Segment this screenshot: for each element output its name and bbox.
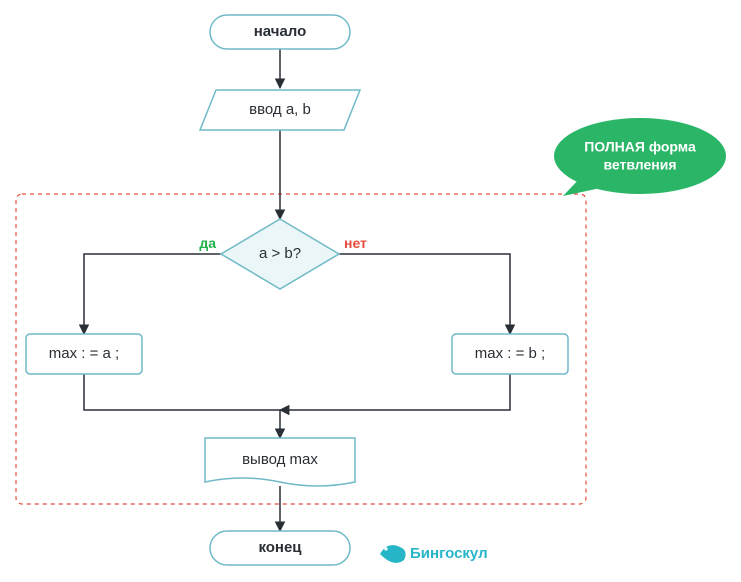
edge-right-merge (280, 374, 510, 410)
branch-label-no: нет (344, 235, 367, 251)
logo-icon (380, 545, 406, 563)
logo: Бингоскул (380, 545, 488, 563)
logo-text: Бингоскул (410, 545, 488, 562)
edge-left-merge (84, 374, 280, 410)
node-end: конец (210, 531, 350, 565)
node-output: вывод max (205, 438, 355, 486)
callout-line1: ПОЛНАЯ форма (584, 139, 696, 155)
node-output-label: вывод max (242, 451, 318, 468)
node-end-label: конец (258, 539, 302, 556)
callout-bubble: ПОЛНАЯ форма ветвления (554, 118, 726, 196)
node-input-label: ввод a, b (249, 101, 311, 118)
node-cond: a > b? (221, 219, 339, 289)
node-left: max : = a ; (26, 334, 142, 374)
branch-label-yes: да (199, 235, 216, 251)
node-right-label: max : = b ; (475, 345, 545, 362)
edge-cond-left (84, 254, 221, 334)
node-cond-label: a > b? (259, 245, 301, 262)
node-start: начало (210, 15, 350, 49)
node-left-label: max : = a ; (49, 345, 119, 362)
edge-cond-right (339, 254, 510, 334)
node-start-label: начало (254, 23, 307, 40)
node-input: ввод a, b (200, 90, 360, 130)
node-right: max : = b ; (452, 334, 568, 374)
callout-line2: ветвления (603, 157, 676, 173)
